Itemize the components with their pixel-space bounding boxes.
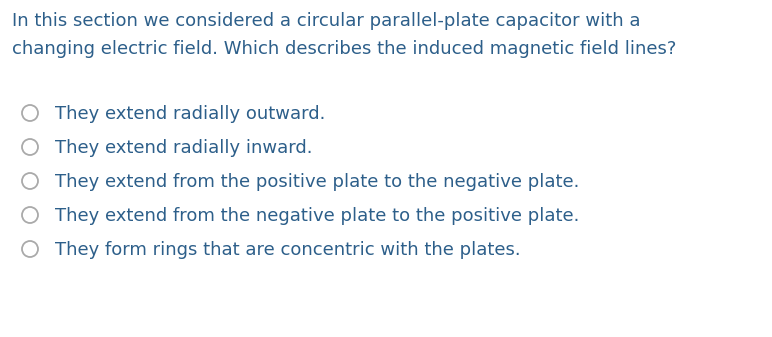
Text: changing electric field. Which describes the induced magnetic field lines?: changing electric field. Which describes… [12, 40, 676, 58]
Text: In this section we considered a circular parallel-plate capacitor with a: In this section we considered a circular… [12, 12, 641, 30]
Text: They form rings that are concentric with the plates.: They form rings that are concentric with… [55, 241, 520, 259]
Text: They extend radially inward.: They extend radially inward. [55, 139, 313, 157]
Text: They extend from the positive plate to the negative plate.: They extend from the positive plate to t… [55, 173, 579, 191]
Text: They extend from the negative plate to the positive plate.: They extend from the negative plate to t… [55, 207, 579, 225]
Text: They extend radially outward.: They extend radially outward. [55, 105, 325, 123]
